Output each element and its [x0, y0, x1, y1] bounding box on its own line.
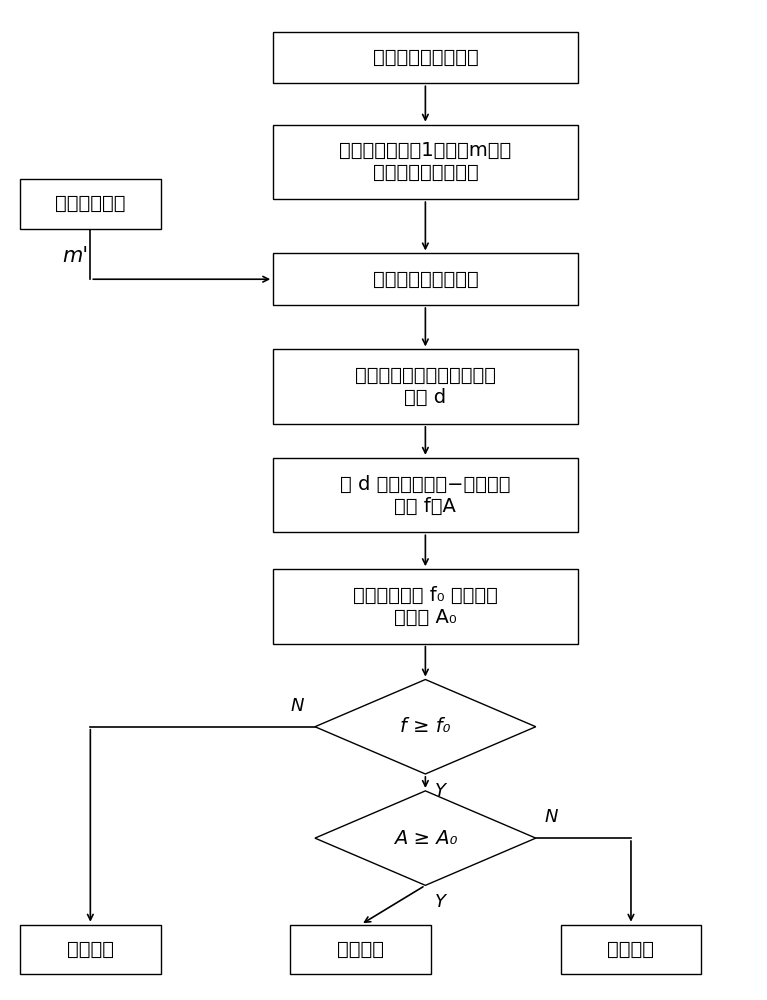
Text: 正常运行: 正常运行: [67, 940, 114, 959]
Text: 奇异值分解滤波降噪: 奇异值分解滤波降噪: [373, 270, 479, 289]
Bar: [273, 32, 578, 83]
Text: 降噪阶次确定: 降噪阶次确定: [55, 194, 126, 213]
Text: 换相失败: 换相失败: [607, 940, 654, 959]
Bar: [273, 569, 578, 644]
Bar: [20, 179, 161, 229]
Bar: [20, 925, 161, 974]
Bar: [273, 349, 578, 424]
Text: 相模变换，提取1模进行m层空
间重构，奇异性分解: 相模变换，提取1模进行m层空 间重构，奇异性分解: [339, 141, 512, 182]
Text: A ≥ A₀: A ≥ A₀: [393, 829, 457, 848]
Text: 采集逆变侧电流信号: 采集逆变侧电流信号: [373, 48, 479, 67]
Polygon shape: [315, 791, 536, 885]
Text: Y: Y: [435, 782, 446, 800]
Text: m': m': [62, 246, 88, 266]
Bar: [273, 458, 578, 532]
Text: f ≥ f₀: f ≥ f₀: [400, 717, 451, 736]
Text: 设定频率阈值 f₀ 和幅值平
均阈值 A₀: 设定频率阈值 f₀ 和幅值平 均阈值 A₀: [353, 586, 498, 627]
Text: N: N: [545, 808, 558, 826]
Bar: [561, 925, 701, 974]
Text: N: N: [290, 697, 304, 715]
Bar: [273, 125, 578, 199]
Bar: [290, 925, 431, 974]
Bar: [273, 253, 578, 305]
Text: Y: Y: [435, 893, 446, 911]
Text: 对 d 进行希尔伯特−黄变换，
提取 f，A: 对 d 进行希尔伯特−黄变换， 提取 f，A: [340, 475, 511, 516]
Text: 线路短路: 线路短路: [337, 940, 384, 959]
Polygon shape: [315, 679, 536, 774]
Text: 形态滤波，提取高频段形态
分量 d: 形态滤波，提取高频段形态 分量 d: [355, 366, 496, 407]
